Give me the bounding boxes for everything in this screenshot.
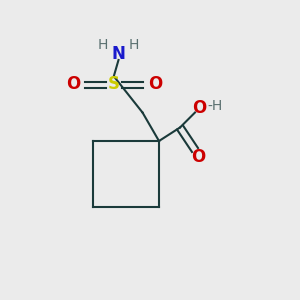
- Text: H: H: [98, 38, 108, 52]
- Text: H: H: [129, 38, 139, 52]
- Text: O: O: [191, 148, 205, 166]
- Text: O: O: [192, 99, 207, 117]
- Text: N: N: [112, 45, 125, 63]
- Text: S: S: [108, 75, 120, 93]
- Text: -H: -H: [207, 100, 222, 113]
- Text: O: O: [66, 75, 80, 93]
- Text: O: O: [148, 75, 162, 93]
